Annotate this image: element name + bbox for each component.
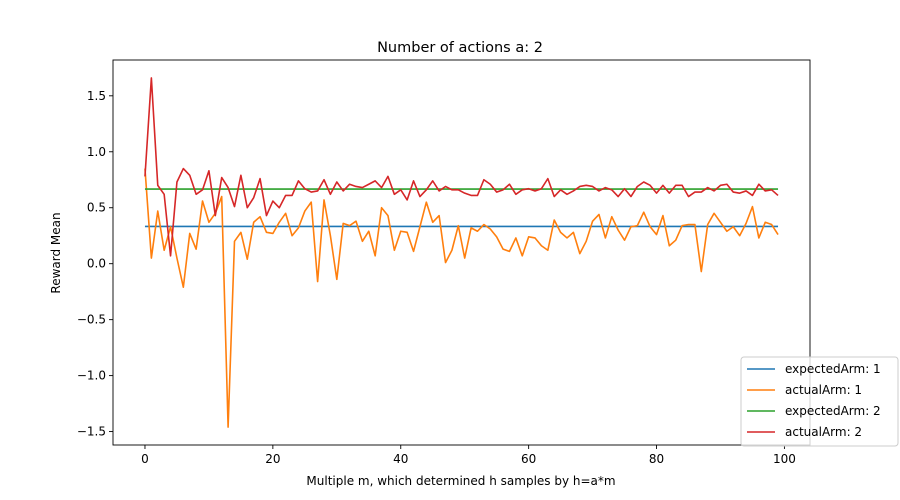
x-axis-title: Multiple m, which determined h samples b…: [306, 474, 615, 488]
y-tick-label: −1.5: [77, 425, 106, 439]
x-tick-label: 100: [773, 452, 796, 466]
x-tick-label: 40: [393, 452, 408, 466]
y-tick-label: −0.5: [77, 313, 106, 327]
x-tick-label: 20: [265, 452, 280, 466]
chart-title: Number of actions a: 2: [377, 40, 543, 56]
plot-frame: [112, 59, 811, 446]
plot-area: [113, 60, 810, 445]
legend: expectedArm: 1 actualArm: 1 expectedArm: 2…: [740, 356, 899, 447]
x-tick-label: 60: [521, 452, 536, 466]
series-layer: [144, 77, 779, 428]
legend-label-2: actualArm: 1: [785, 383, 862, 397]
y-tick-label: 1.0: [87, 145, 106, 159]
legend-label-3: expectedArm: 2: [785, 404, 881, 418]
y-tick-label: 0.5: [87, 201, 106, 215]
y-tick-label: −1.0: [77, 369, 106, 383]
legend-frame: [740, 356, 899, 447]
x-axis: 0 20 40 60 80 100: [141, 445, 796, 466]
y-tick-label: 1.5: [87, 89, 106, 103]
y-tick-label: 0.0: [87, 257, 106, 271]
x-tick-label: 0: [141, 452, 149, 466]
series-line-2: [144, 168, 779, 428]
x-tick-label: 80: [649, 452, 664, 466]
y-axis: −1.5 −1.0 −0.5 0.0 0.5 1.0 1.5: [77, 89, 113, 439]
legend-label-4: actualArm: 2: [785, 425, 862, 439]
y-axis-title: Reward Mean: [49, 212, 63, 293]
legend-label-1: expectedArm: 1: [785, 362, 881, 376]
series-line-4: [144, 77, 779, 257]
